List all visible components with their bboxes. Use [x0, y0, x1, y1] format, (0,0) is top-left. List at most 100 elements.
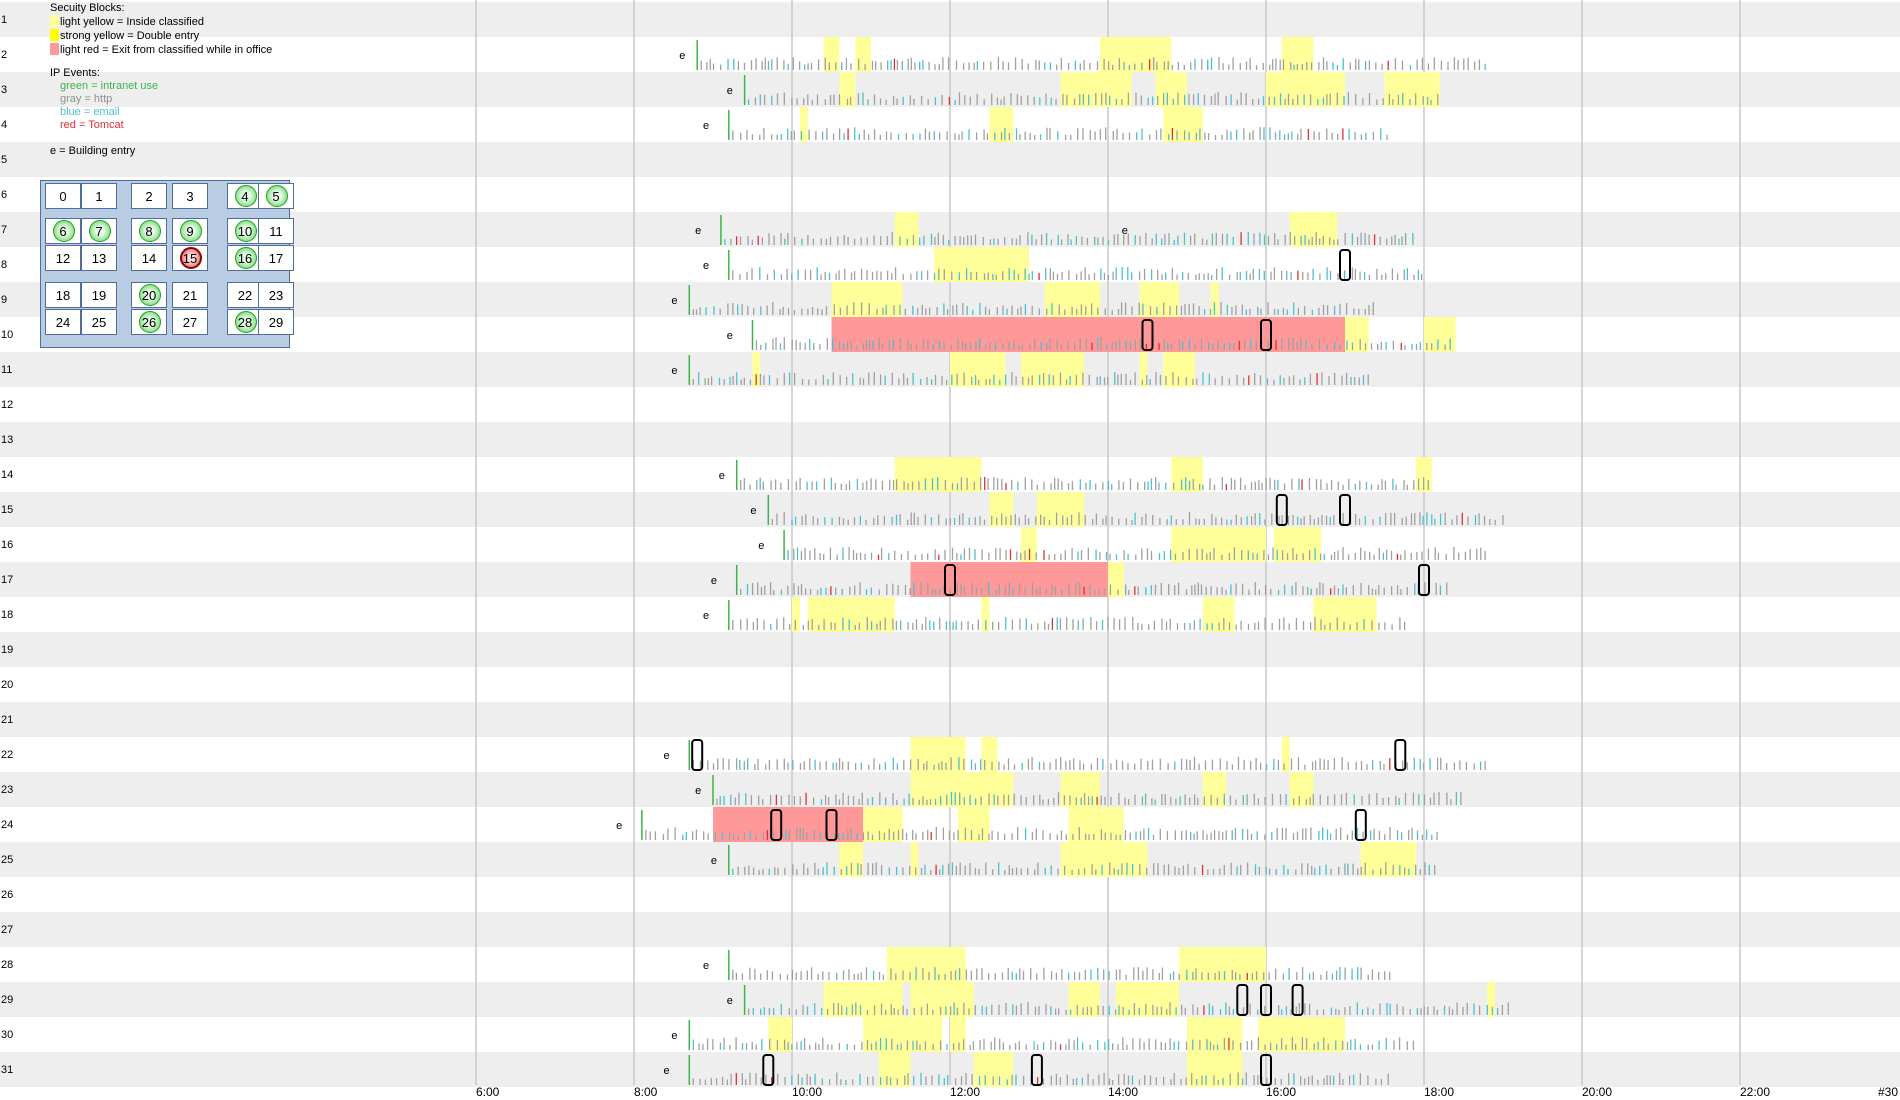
- legend-label: light yellow = Inside classified: [60, 16, 204, 28]
- building-entry-marker: e: [703, 120, 709, 132]
- x-tick-label: 10:00: [792, 1085, 822, 1099]
- inside-classified-block: [1068, 982, 1101, 1017]
- occupied-marker-icon: [89, 220, 111, 242]
- strong-yellow-swatch: [50, 29, 59, 41]
- room-number: 15: [182, 250, 198, 266]
- building-entry-marker: e: [719, 470, 725, 482]
- occupied-marker-icon: [139, 220, 161, 242]
- building-entry-marker: e: [664, 750, 670, 762]
- double-entry-marker: [1260, 1054, 1272, 1086]
- room-number: 0: [59, 188, 67, 204]
- inside-classified-block: [910, 737, 966, 772]
- inside-classified-block: [1171, 527, 1266, 562]
- legend-item-blue: blue = email: [60, 106, 120, 118]
- room-cell-23: 23: [258, 282, 294, 308]
- room-cell-5: 5: [258, 183, 294, 209]
- light-yellow-swatch: [50, 15, 59, 27]
- room-number: 24: [55, 314, 71, 330]
- room-cell-22: 22: [227, 282, 263, 308]
- inside-classified-block: [831, 282, 903, 317]
- room-cell-15: 15: [172, 245, 208, 271]
- floor-grid: 0 1 2 3 4 5 6 7 8 9 10 11 12 13 14 15 16 17 18 19 20 21 22 23 24…: [40, 180, 294, 348]
- room-number: 2: [145, 188, 153, 204]
- row-label: 31: [1, 1064, 13, 1076]
- inside-classified-block: [1115, 982, 1180, 1017]
- row-label: 9: [1, 294, 7, 306]
- row-label: 15: [1, 504, 13, 516]
- room-number: 19: [91, 287, 107, 303]
- room-cell-12: 12: [45, 245, 81, 271]
- building-entry-marker: e: [758, 540, 764, 552]
- room-number: 26: [141, 314, 157, 330]
- room-cell-3: 3: [172, 183, 208, 209]
- building-entry-marker: e: [711, 575, 717, 587]
- room-cell-17: 17: [258, 245, 294, 271]
- inside-classified-block: [1258, 1017, 1345, 1052]
- legend-item-strong-yellow: strong yellow = Double entry: [50, 29, 272, 43]
- room-cell-20: 20: [131, 282, 167, 308]
- inside-classified-block: [1060, 772, 1101, 807]
- building-entry-marker: e: [616, 820, 622, 832]
- x-tick-label: 16:00: [1266, 1085, 1296, 1099]
- room-cell-7: 7: [81, 218, 117, 244]
- x-tick-label: 12:00: [950, 1085, 980, 1099]
- inside-classified-block: [1139, 352, 1148, 387]
- room-number: 9: [186, 223, 194, 239]
- inside-classified-block: [878, 1052, 911, 1087]
- inside-classified-block: [950, 352, 1006, 387]
- light-red-swatch: [50, 43, 59, 55]
- building-entry-marker: e: [679, 50, 685, 62]
- double-entry-marker: [1275, 494, 1288, 526]
- inside-classified-block: [1487, 982, 1496, 1017]
- occupied-marker-icon: [235, 185, 257, 207]
- room-cell-11: 11: [258, 218, 294, 244]
- inside-classified-block: [807, 597, 895, 632]
- x-tick-label: 8:00: [634, 1085, 658, 1099]
- legend-label: strong yellow = Double entry: [60, 30, 200, 42]
- inside-classified-block: [1100, 37, 1172, 72]
- building-entry-marker: e: [671, 295, 677, 307]
- row-label: 2: [1, 49, 7, 61]
- row-label: 19: [1, 644, 13, 656]
- inside-classified-block: [1202, 772, 1227, 807]
- x-tick-label: 20:00: [1582, 1085, 1612, 1099]
- inside-classified-block: [1266, 72, 1345, 107]
- inside-classified-block: [863, 807, 903, 842]
- room-number: 1: [95, 188, 103, 204]
- room-cell-1: 1: [81, 183, 117, 209]
- room-cell-19: 19: [81, 282, 117, 308]
- building-entry-marker: e: [703, 610, 709, 622]
- double-entry-marker: [1141, 319, 1154, 351]
- exit-classified-block: [713, 807, 864, 842]
- room-number: 28: [237, 314, 253, 330]
- room-number: 29: [268, 314, 284, 330]
- row-label: 28: [1, 959, 13, 971]
- double-entry-marker: [691, 739, 704, 771]
- room-cell-18: 18: [45, 282, 81, 308]
- occupied-marker-icon: [235, 220, 257, 242]
- building-entry-marker: e: [671, 1030, 677, 1042]
- alert-marker-icon: [180, 247, 202, 269]
- building-entry-marker: e: [671, 365, 677, 377]
- building-entry-marker: e: [695, 785, 701, 797]
- inside-classified-block: [1163, 352, 1195, 387]
- inside-classified-block: [1313, 597, 1377, 632]
- room-cell-24: 24: [45, 309, 81, 335]
- inside-classified-block: [855, 37, 871, 72]
- double-entry-marker: [1260, 319, 1272, 351]
- inside-classified-block: [1021, 352, 1085, 387]
- inside-classified-block: [981, 597, 990, 632]
- room-number: 17: [268, 250, 284, 266]
- double-entry-marker: [1418, 564, 1430, 596]
- row-label: 29: [1, 994, 13, 1006]
- legend-item-green: green = intranet use: [60, 80, 159, 92]
- inside-classified-block: [1171, 457, 1203, 492]
- room-number: 8: [145, 223, 153, 239]
- legend-label: light red = Exit from classified while i…: [60, 44, 273, 56]
- row-label: 1: [1, 14, 7, 26]
- room-cell-10: 10: [227, 218, 263, 244]
- inside-classified-block: [839, 72, 856, 107]
- inside-classified-block: [1345, 317, 1369, 352]
